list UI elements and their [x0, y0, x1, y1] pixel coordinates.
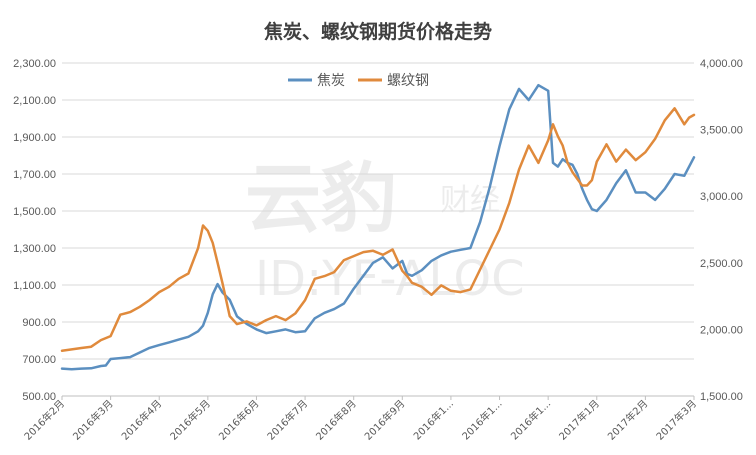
legend-label-coke: 焦炭: [317, 73, 345, 89]
y-left-tick-label: 1,500.00: [13, 206, 56, 218]
series-lines: [60, 83, 696, 371]
x-tick-label: 2016年5月: [167, 397, 213, 443]
y-axis-right: 4,000.00 3,500.00 3,000.00 2,500.00 2,000.00…: [700, 58, 743, 403]
y-left-tick-label: 1,300.00: [13, 243, 56, 255]
y-left-tick-label: 1,900.00: [13, 132, 56, 144]
x-tick-label: 2016年1...: [508, 397, 554, 443]
y-left-tick-label: 1,100.00: [13, 280, 56, 292]
y-left-tick-label: 2,100.00: [13, 95, 56, 107]
series-line-rebar: [60, 107, 696, 352]
y-right-tick-label: 3,500.00: [700, 125, 743, 137]
watermark: 云豹 财经 ID:YF-ALOC: [245, 154, 525, 307]
y-right-tick-label: 2,500.00: [700, 258, 743, 270]
y-left-tick-label: 2,300.00: [13, 58, 56, 70]
x-tick-label: 2016年7月: [264, 397, 310, 443]
x-tick-label: 2016年8月: [313, 397, 359, 443]
x-tick-label: 2017年1月: [556, 397, 602, 443]
x-tick-label: 2016年1...: [459, 397, 505, 443]
y-left-tick-label: 700.00: [22, 354, 56, 366]
y-right-tick-label: 1,500.00: [700, 391, 743, 403]
x-tick-label: 2017年3月: [653, 397, 699, 443]
x-tick-label: 2016年3月: [70, 397, 116, 443]
watermark-logo: 云豹: [245, 154, 397, 243]
y-axis-left: 2,300.00 2,100.00 1,900.00 1,700.00 1,500.00…: [13, 58, 56, 403]
watermark-sub: 财经: [440, 183, 500, 218]
y-left-tick-label: 1,700.00: [13, 169, 56, 181]
series-line-coke: [60, 83, 696, 371]
x-tick-label: 2017年2月: [605, 397, 651, 443]
y-right-tick-label: 2,000.00: [700, 324, 743, 336]
y-right-tick-label: 3,000.00: [700, 191, 743, 203]
x-tick-label: 2016年6月: [216, 397, 262, 443]
x-axis: 2016年2月 2016年3月 2016年4月 2016年5月 2016年6月 2016年…: [21, 395, 699, 443]
x-tick-label: 2016年1...: [411, 397, 457, 443]
y-left-tick-label: 900.00: [22, 317, 56, 329]
chart-title: 焦炭、螺纹钢期货价格走势: [263, 20, 492, 43]
y-right-tick-label: 4,000.00: [700, 58, 743, 70]
x-tick-label: 2016年4月: [119, 397, 165, 443]
legend: 焦炭 螺纹钢: [288, 73, 429, 89]
x-tick-label: 2016年9月: [362, 397, 408, 443]
x-tick-label: 2016年2月: [21, 397, 67, 443]
legend-label-rebar: 螺纹钢: [387, 73, 429, 89]
watermark-id: ID:YF-ALOC: [255, 251, 525, 307]
y-left-tick-label: 500.00: [22, 391, 56, 403]
